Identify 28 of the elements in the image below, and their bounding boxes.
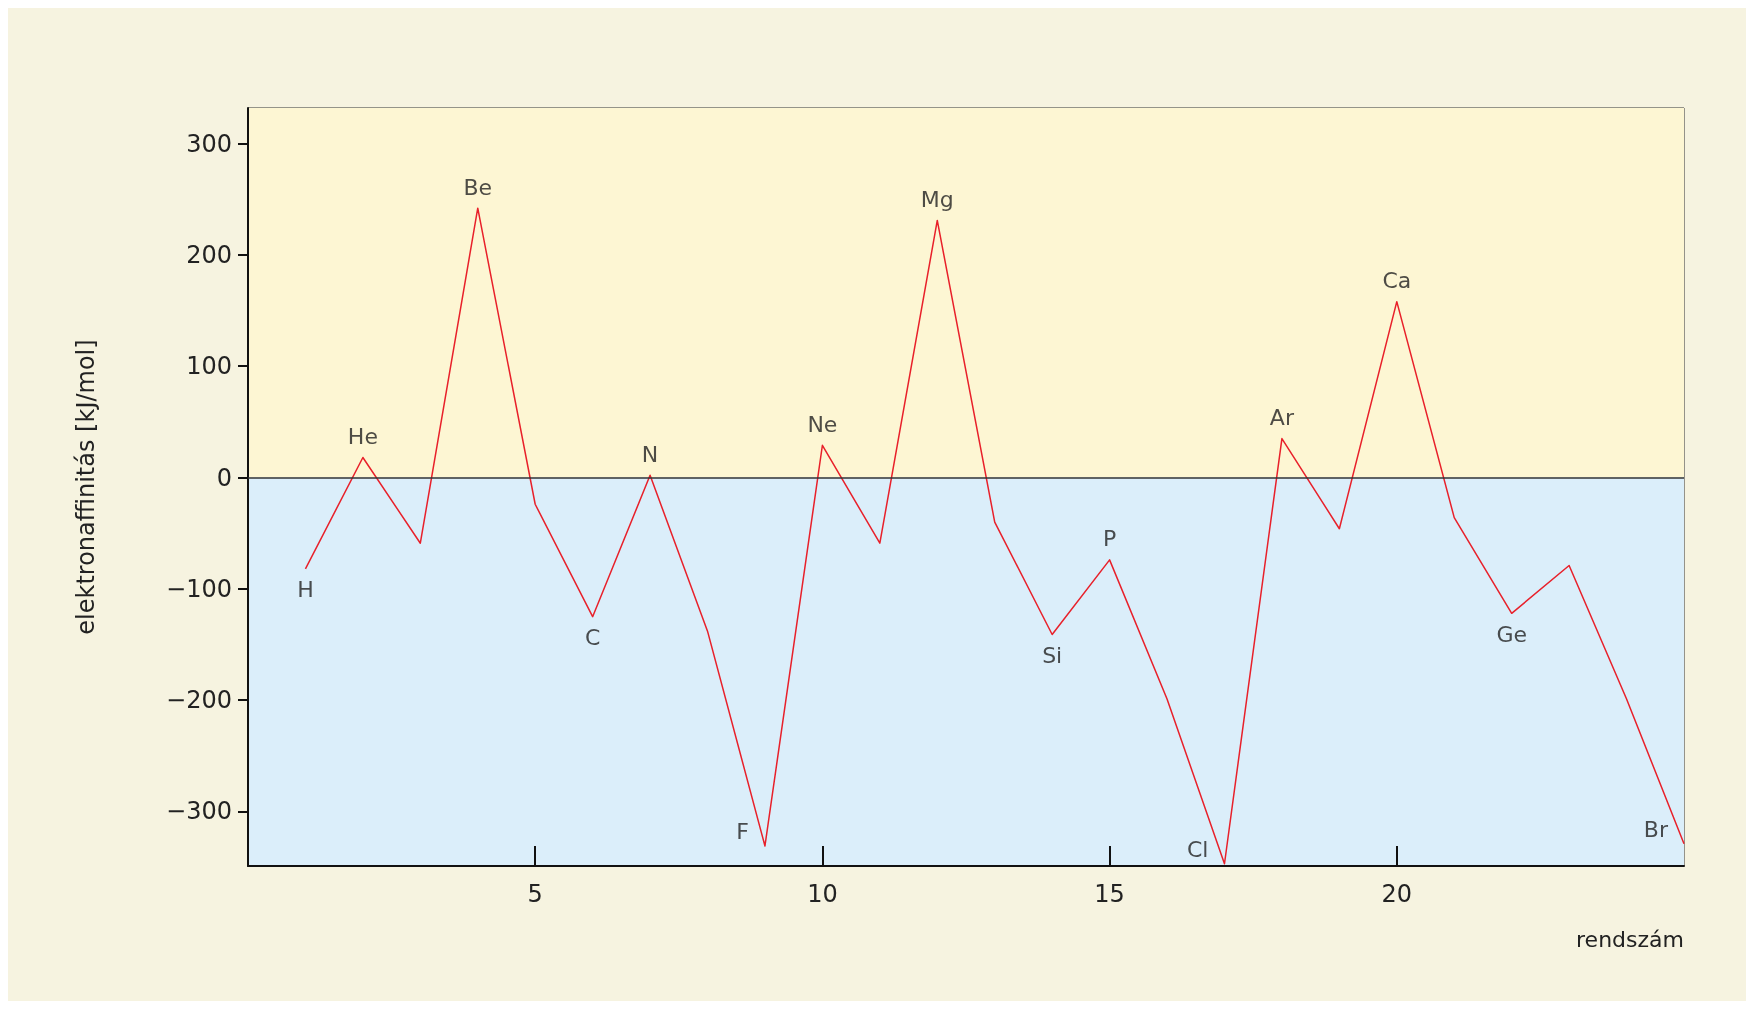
y-tick-label: −300 <box>166 797 232 826</box>
x-tick-label: 20 <box>1381 880 1413 908</box>
y-tick-label: 200 <box>186 240 232 269</box>
y-tick-label: −200 <box>166 686 232 715</box>
annotation: He <box>347 424 378 449</box>
annotation: Be <box>463 174 493 200</box>
x-tick-label: 5 <box>527 880 543 908</box>
annotation: H <box>297 577 314 603</box>
y-tick-label: 100 <box>186 352 232 381</box>
y-tick-label: 0 <box>216 463 232 492</box>
annotation: N <box>641 441 659 467</box>
annotation: C <box>584 625 601 651</box>
annotation: Cl <box>1187 837 1209 863</box>
annotation: Ar <box>1269 405 1295 431</box>
annotation: Si <box>1042 642 1063 668</box>
annotation: Ge <box>1496 621 1527 647</box>
annotation: Ne <box>807 411 838 437</box>
y-tick-label: −100 <box>166 574 232 603</box>
annotation: Br <box>1643 817 1669 843</box>
y-tick-label: 300 <box>186 129 232 158</box>
annotation: Ca <box>1382 268 1412 294</box>
x-tick-label: 10 <box>807 880 838 908</box>
x-tick-label: 15 <box>1094 880 1125 908</box>
y-axis-title: elektronaffinitás [kJ/mol] <box>72 339 100 635</box>
annotation: Mg <box>920 186 954 212</box>
annotation: F <box>736 819 749 845</box>
annotation: P <box>1102 526 1117 552</box>
x-axis-title: rendszám <box>1576 926 1684 952</box>
